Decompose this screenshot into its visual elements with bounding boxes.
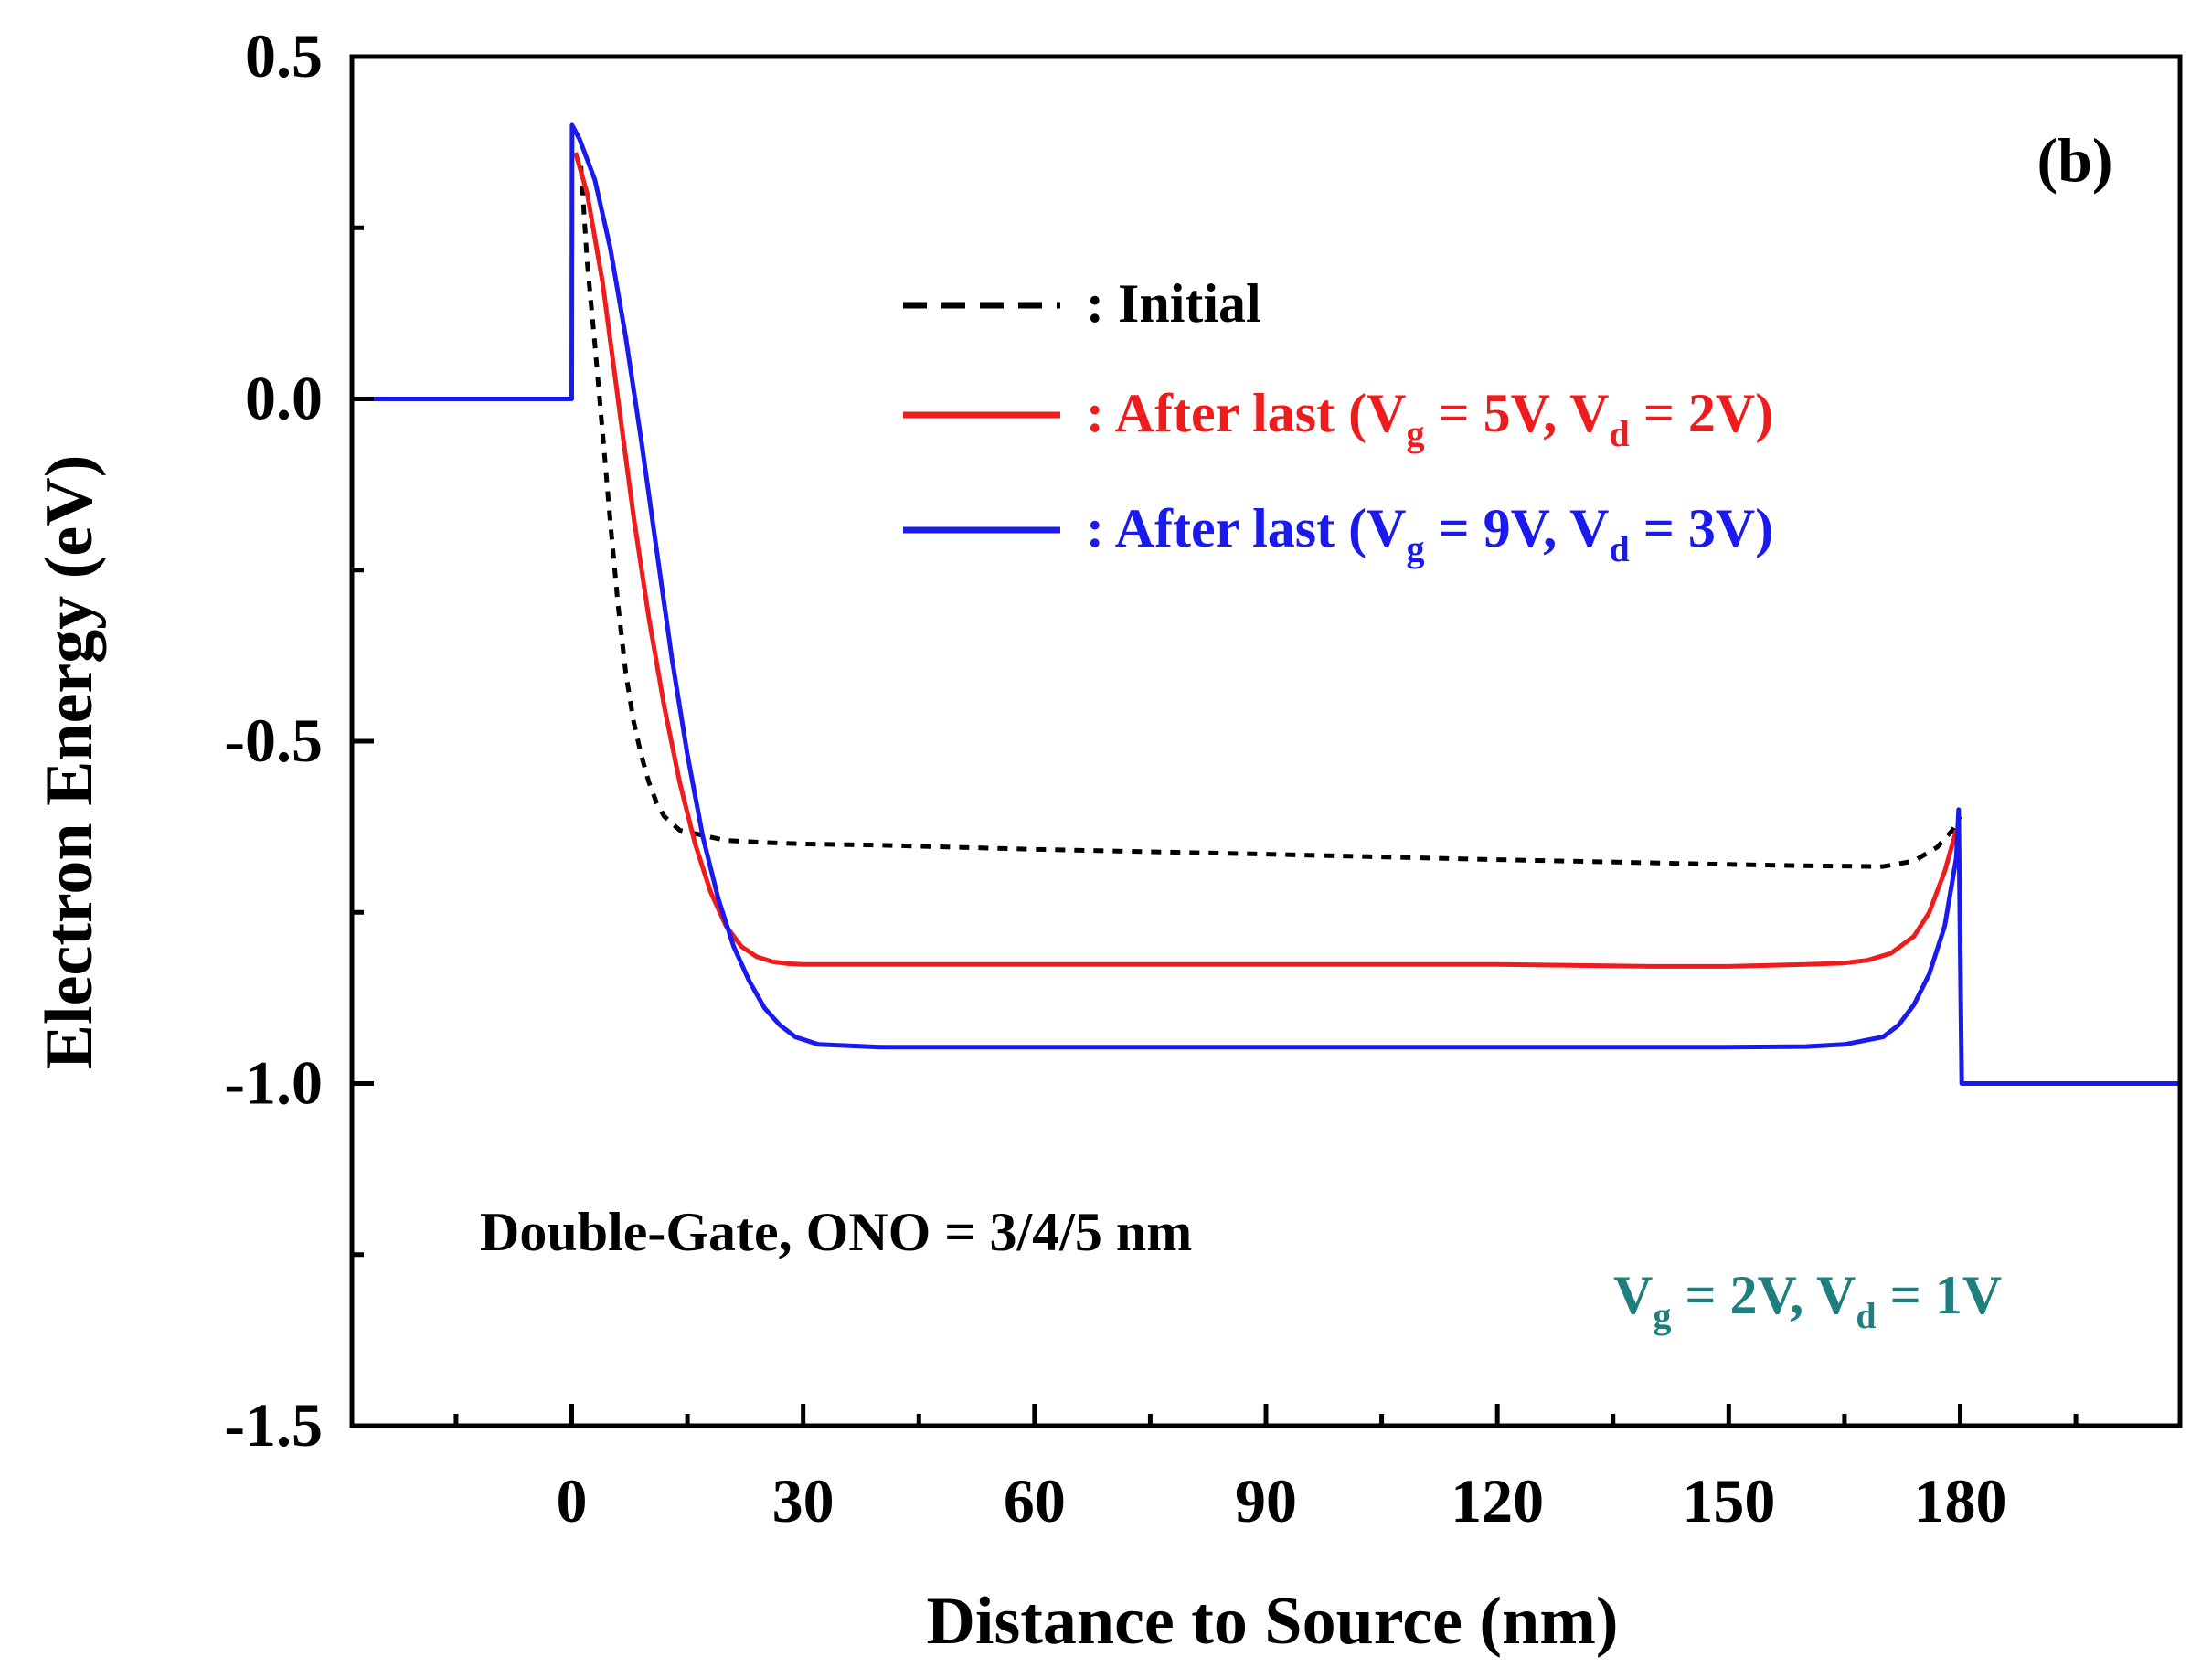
y-tick-label-0: 0.5 xyxy=(245,21,323,90)
x-tick-label-3: 90 xyxy=(1235,1466,1297,1535)
annotation-bias-part-0: V xyxy=(1613,1265,1653,1325)
panel-label: (b) xyxy=(2037,125,2112,195)
x-tick-labels: 0 30 60 90 120 150 180 xyxy=(557,1466,2007,1535)
legend-label-3-subscript-1: g xyxy=(1406,528,1424,569)
y-tick-label-1: 0.0 xyxy=(245,364,323,433)
legend-label-3-part-2: = 9V, V xyxy=(1424,498,1609,558)
series-line-2 xyxy=(573,152,1959,969)
series-line-3 xyxy=(352,122,2180,1086)
legend-label-2-subscript-3: d xyxy=(1609,413,1629,454)
legend: : Initial: After last (Vg = 5V, Vd = 2V)… xyxy=(903,273,1773,569)
annotation-bias-subscript-3: d xyxy=(1856,1295,1876,1336)
legend-label-2: : After last (Vg = 5V, Vd = 2V) xyxy=(1086,383,1773,454)
series-layer xyxy=(352,122,2180,1086)
series-line-1 xyxy=(579,165,1962,869)
y-tick-label-3: -1.0 xyxy=(224,1048,323,1118)
annotation-bias-part-2: = 2V, V xyxy=(1671,1265,1856,1325)
x-tick-label-4: 120 xyxy=(1451,1466,1544,1535)
plot-frame xyxy=(349,54,2183,1428)
legend-label-2-part-2: = 5V, V xyxy=(1424,383,1609,443)
legend-label-3: : After last (Vg = 9V, Vd = 3V) xyxy=(1086,498,1773,569)
legend-label-2-subscript-1: g xyxy=(1406,413,1424,454)
legend-label-3-part-0: : After last (V xyxy=(1086,498,1406,558)
y-tick-label-2: -0.5 xyxy=(224,706,323,775)
x-axis-title: Distance to Source (nm) xyxy=(926,1584,1618,1659)
annotation-bias: Vg = 2V, Vd = 1V xyxy=(1613,1265,2002,1336)
x-tick-label-1: 30 xyxy=(772,1466,835,1535)
x-tick-label-5: 150 xyxy=(1682,1466,1775,1535)
legend-label-2-part-4: = 2V) xyxy=(1630,383,1774,443)
y-tick-label-4: -1.5 xyxy=(224,1390,323,1460)
legend-label-1: : Initial xyxy=(1086,273,1261,334)
legend-label-3-subscript-3: d xyxy=(1609,528,1629,569)
y-tick-labels: 0.5 0.0 -0.5 -1.0 -1.5 xyxy=(224,21,323,1460)
x-tick-label-2: 60 xyxy=(1004,1466,1066,1535)
annotation-bias-subscript-1: g xyxy=(1653,1295,1671,1336)
annotation-structure: Double-Gate, ONO = 3/4/5 nm xyxy=(480,1202,1192,1262)
annotation-bias-part-4: = 1V xyxy=(1877,1265,2003,1325)
y-axis-title: Electron Energy (eV) xyxy=(32,455,107,1070)
x-tick-label-0: 0 xyxy=(557,1466,588,1535)
legend-label-3-part-4: = 3V) xyxy=(1630,498,1774,558)
x-tick-label-6: 180 xyxy=(1913,1466,2006,1535)
legend-label-1-part-0: : Initial xyxy=(1086,273,1261,334)
legend-label-2-part-0: : After last (V xyxy=(1086,383,1406,443)
annotations: Double-Gate, ONO = 3/4/5 nm Vg = 2V, Vd =… xyxy=(480,1202,2002,1336)
